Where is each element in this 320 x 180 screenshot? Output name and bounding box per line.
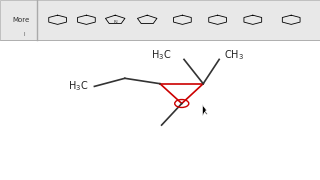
Text: H$_3$C: H$_3$C xyxy=(68,80,88,93)
Polygon shape xyxy=(203,104,207,116)
Text: N: N xyxy=(113,20,117,25)
Text: More: More xyxy=(13,17,30,23)
Bar xyxy=(0,0,320,40)
Text: CH$_3$: CH$_3$ xyxy=(224,48,244,62)
Text: H$_3$C: H$_3$C xyxy=(151,48,171,62)
Text: I: I xyxy=(23,32,25,37)
